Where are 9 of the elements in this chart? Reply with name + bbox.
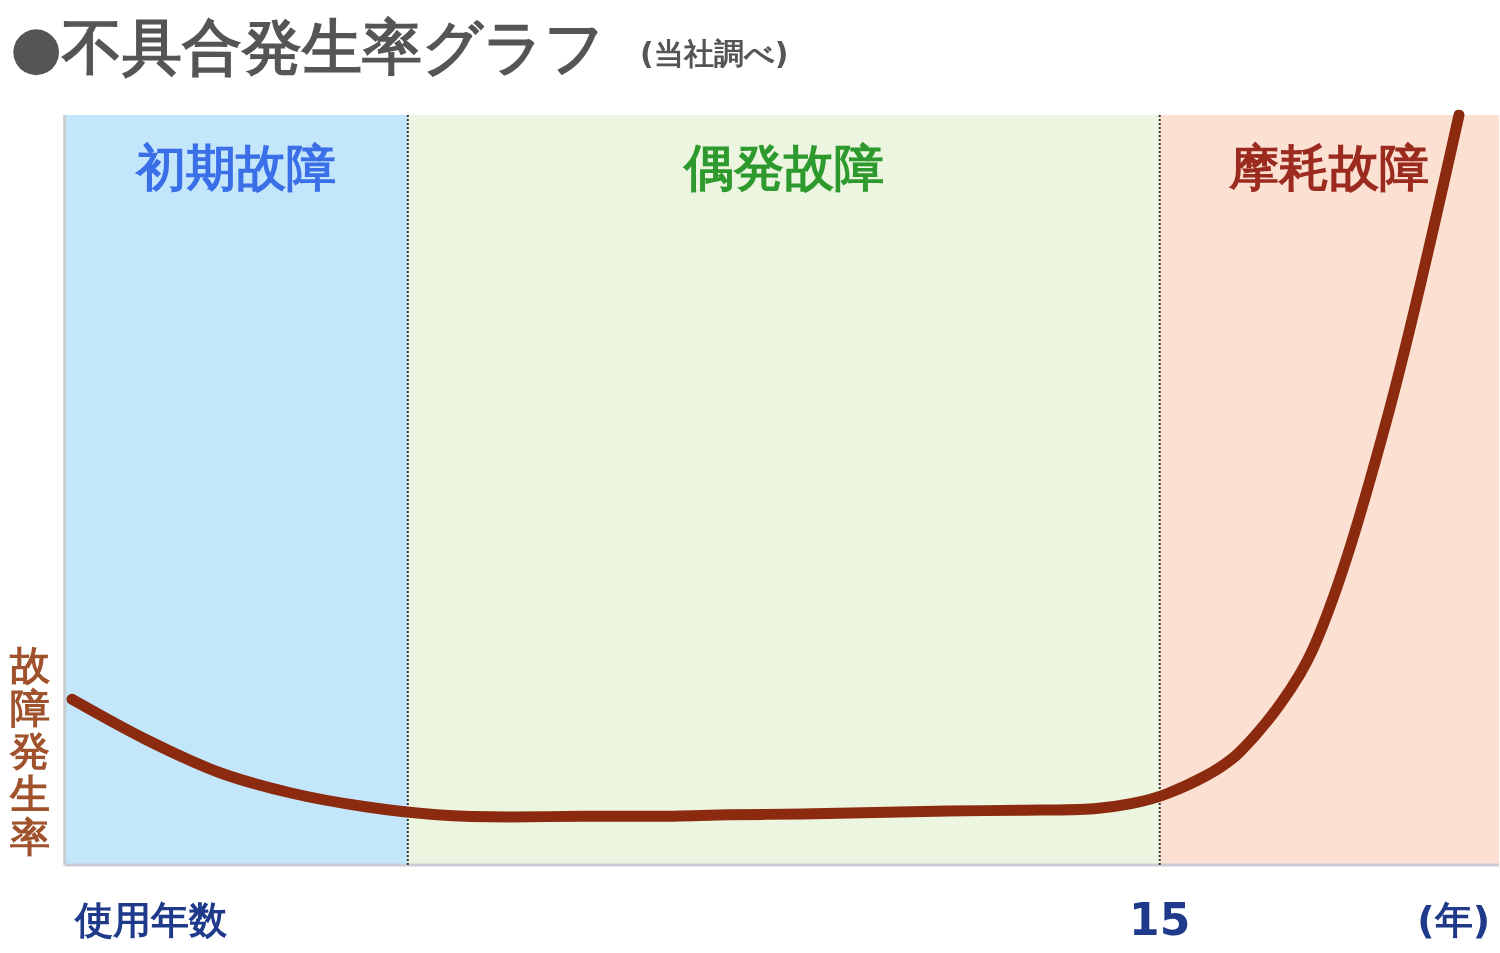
annotation: 摩耗故障 (1228, 139, 1430, 197)
text: (年) (1417, 898, 1490, 942)
y-axis-title: 故障発生率 (9, 641, 51, 860)
text: 15 (1129, 893, 1191, 945)
chart-subtitle: (当社調べ) (640, 35, 789, 71)
chart-title: ●不具合発生率グラフ (10, 12, 606, 82)
x-axis-title: 使用年数 (73, 898, 228, 942)
annotation: 初期故障 (134, 139, 337, 197)
annotation: 偶発故障 (681, 139, 884, 197)
